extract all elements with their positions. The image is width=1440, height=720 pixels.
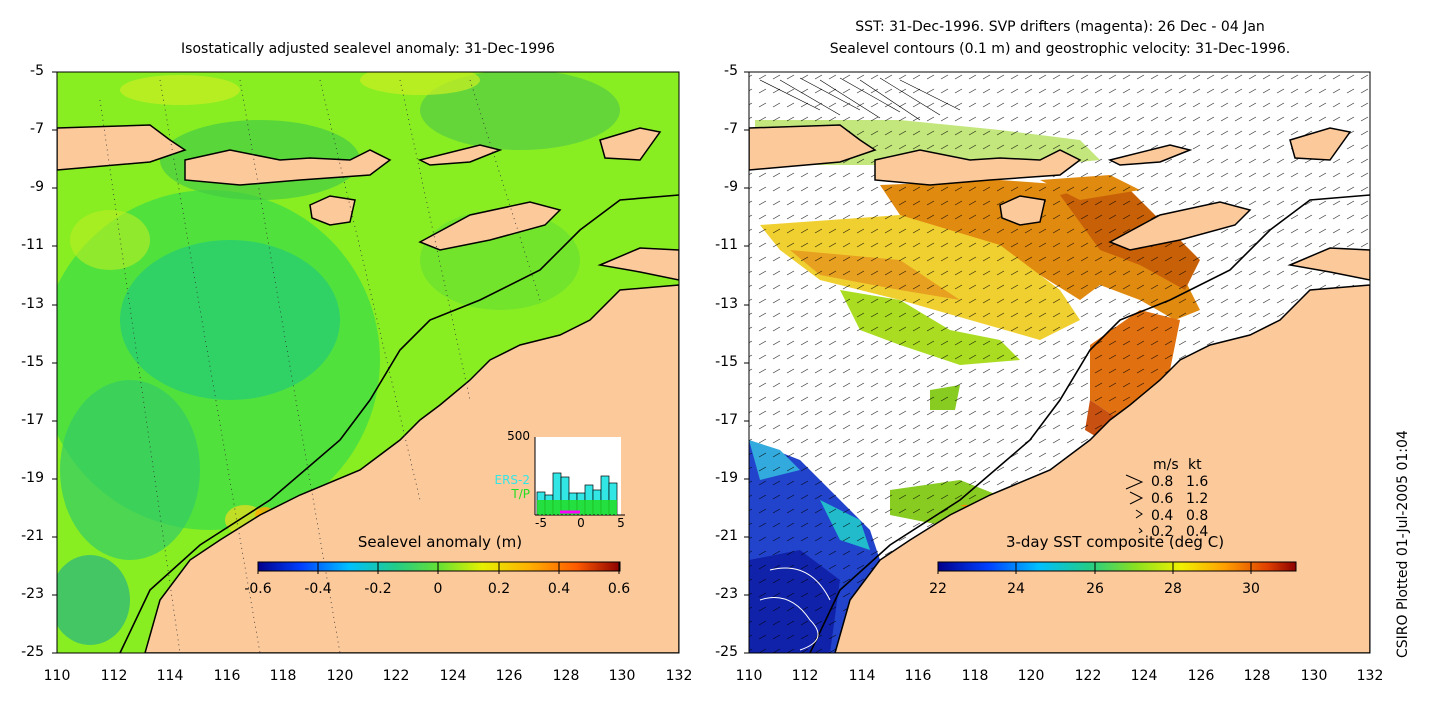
x-tick-right: 132 [1356,668,1384,684]
x-tick-left: 128 [552,668,580,684]
sealevel-colorbar-tick: 0.4 [547,581,571,597]
inset-x-tick: 5 [617,516,625,530]
left-panel-title: Isostatically adjusted sealevel anomaly:… [181,41,555,57]
y-tick-left: -13 [21,296,44,312]
inset-x-tick: 0 [577,516,585,530]
velocity-legend-ms: 0.6 [1151,491,1174,507]
inset-legend-ers2: ERS-2 [494,473,530,487]
x-tick-right: 124 [1130,668,1158,684]
velocity-legend-kt: 0.8 [1186,508,1209,524]
x-tick-left: 110 [43,668,71,684]
y-tick-right: -19 [715,470,738,486]
x-tick-right: 122 [1074,668,1102,684]
y-tick-left: -19 [21,470,44,486]
velocity-legend-kt: 0.4 [1186,524,1209,540]
y-tick-left: -25 [21,644,44,660]
x-tick-right: 110 [735,668,763,684]
x-tick-left: 114 [156,668,184,684]
sst-colorbar-tick: 26 [1086,581,1104,597]
y-tick-left: -11 [21,237,44,253]
x-tick-right: 118 [961,668,989,684]
y-tick-left: -7 [30,121,44,137]
velocity-legend-ms: 0.2 [1151,524,1174,540]
sst-colorbar-label: 3-day SST composite (deg C) [1005,533,1225,551]
right-panel-title-line2: Sealevel contours (0.1 m) and geostrophi… [829,41,1291,57]
y-tick-right: -11 [715,237,738,253]
y-tick-right: -13 [715,296,738,312]
sealevel-colorbar-tick: -0.2 [364,581,392,597]
sealevel-colorbar-label: Sealevel anomaly (m) [357,533,523,551]
sst-colorbar-tick: 28 [1164,581,1182,597]
sst-colorbar-tick: 24 [1007,581,1025,597]
x-tick-right: 112 [791,668,819,684]
inset-legend-tp: T/P [511,487,530,501]
inset-x-tick: -5 [535,516,547,530]
velocity-legend-ms: 0.4 [1151,508,1174,524]
y-tick-right: -21 [715,528,738,544]
y-tick-left: -21 [21,528,44,544]
x-tick-left: 124 [439,668,467,684]
x-tick-left: 132 [665,668,693,684]
y-tick-right: -17 [715,412,738,428]
x-tick-left: 122 [382,668,410,684]
sst-map [749,72,1370,653]
x-tick-right: 128 [1243,668,1271,684]
velocity-legend-header-ms: m/s [1153,457,1179,473]
x-tick-left: 112 [100,668,128,684]
y-tick-left: -5 [30,63,44,79]
sst-colorbar-tick: 22 [929,581,947,597]
y-tick-left: -23 [21,586,44,602]
y-tick-left: -17 [21,412,44,428]
y-tick-left: -15 [21,354,44,370]
sealevel-colorbar-tick: -0.4 [304,581,332,597]
x-tick-right: 130 [1300,668,1328,684]
data-count-inset [534,437,625,516]
sealevel-colorbar-tick: 0.2 [487,581,511,597]
x-tick-left: 116 [213,668,241,684]
y-tick-right: -23 [715,586,738,602]
sealevel-colorbar-tick: -0.6 [244,581,272,597]
x-tick-right: 120 [1017,668,1045,684]
x-tick-left: 118 [269,668,297,684]
y-tick-right: -7 [724,121,738,137]
velocity-legend-kt: 1.2 [1186,491,1209,507]
velocity-legend-arrows [1125,474,1144,534]
velocity-legend-kt: 1.6 [1186,474,1209,490]
sst-colorbar [937,561,1297,572]
inset-ymax-label: 500 [507,429,530,443]
x-tick-right: 114 [848,668,876,684]
x-tick-left: 126 [495,668,523,684]
right-panel-title-line1: SST: 31-Dec-1996. SVP drifters (magenta)… [855,19,1265,35]
y-tick-right: -25 [715,644,738,660]
velocity-legend-ms: 0.8 [1151,474,1174,490]
x-tick-right: 126 [1187,668,1215,684]
sealevel-colorbar-tick: 0 [433,581,443,597]
sealevel-colorbar-tick: 0.6 [607,581,631,597]
x-tick-left: 130 [608,668,636,684]
plot-credit: CSIRO Plotted 01-Jul-2005 01:04 [1395,430,1411,658]
sst-colorbar-tick: 30 [1242,581,1260,597]
velocity-legend-header-kt: kt [1188,457,1202,473]
sealevel-anomaly-map [57,72,679,653]
x-tick-left: 120 [326,668,354,684]
sealevel-colorbar [257,561,621,572]
y-tick-left: -9 [30,179,44,195]
y-tick-right: -15 [715,354,738,370]
x-tick-right: 116 [904,668,932,684]
y-tick-right: -5 [724,63,738,79]
y-tick-right: -9 [724,179,738,195]
